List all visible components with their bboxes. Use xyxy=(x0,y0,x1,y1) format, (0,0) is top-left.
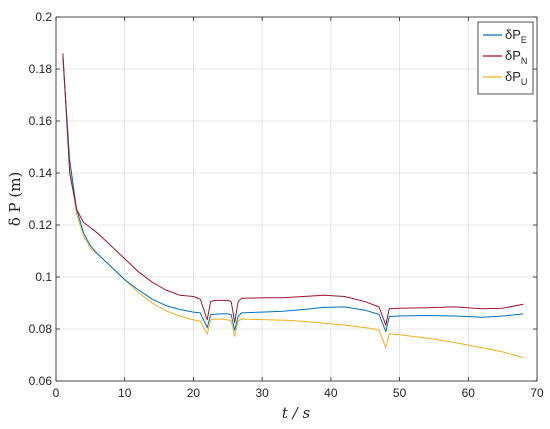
y-tick-label: 0.16 xyxy=(29,114,53,128)
series-line-e xyxy=(62,58,524,333)
plot-frame xyxy=(55,16,538,382)
legend-box xyxy=(477,21,534,95)
plot-area xyxy=(56,17,537,381)
x-tick-label: 40 xyxy=(324,386,338,400)
grid-lines xyxy=(55,16,538,382)
y-tick-label: 0.12 xyxy=(29,218,53,232)
legend-label-u: δPU xyxy=(505,69,527,87)
y-tick-label: 0.18 xyxy=(29,62,53,76)
legend-label-main: δP xyxy=(505,27,521,42)
legend-label-subscript: E xyxy=(521,35,527,45)
y-tick-label: 0.1 xyxy=(35,270,52,284)
y-tick-label: 0.14 xyxy=(29,166,53,180)
y-tick-label: 0.06 xyxy=(29,374,53,388)
legend-label-n: δPN xyxy=(505,48,527,66)
legend-label-subscript: N xyxy=(521,56,528,66)
x-tick-label: 30 xyxy=(255,386,269,400)
series-layer xyxy=(62,53,524,359)
x-tick-label: 0 xyxy=(53,386,60,400)
x-tick-label: 50 xyxy=(393,386,407,400)
series-line-n xyxy=(62,53,524,326)
x-tick-label: 60 xyxy=(462,386,476,400)
legend-label-main: δP xyxy=(505,69,521,84)
legend-label-subscript: U xyxy=(521,77,528,87)
y-tick-label: 0.08 xyxy=(29,322,53,336)
y-tick-label: 0.2 xyxy=(35,10,52,24)
x-tick-label: 20 xyxy=(187,386,201,400)
ticks-layer: 0 10 20 30 40 50 60 70 0.06 0.08 0.1 0.12 0.14 0.16 0.… xyxy=(29,10,544,400)
y-axis-label: δ P (m) xyxy=(6,172,24,227)
x-axis-label: t / s xyxy=(282,404,311,422)
legend-label-main: δP xyxy=(505,48,521,63)
legend-label-e: δPE xyxy=(505,27,527,45)
x-tick-label: 70 xyxy=(530,386,544,400)
x-tick-label: 10 xyxy=(118,386,132,400)
